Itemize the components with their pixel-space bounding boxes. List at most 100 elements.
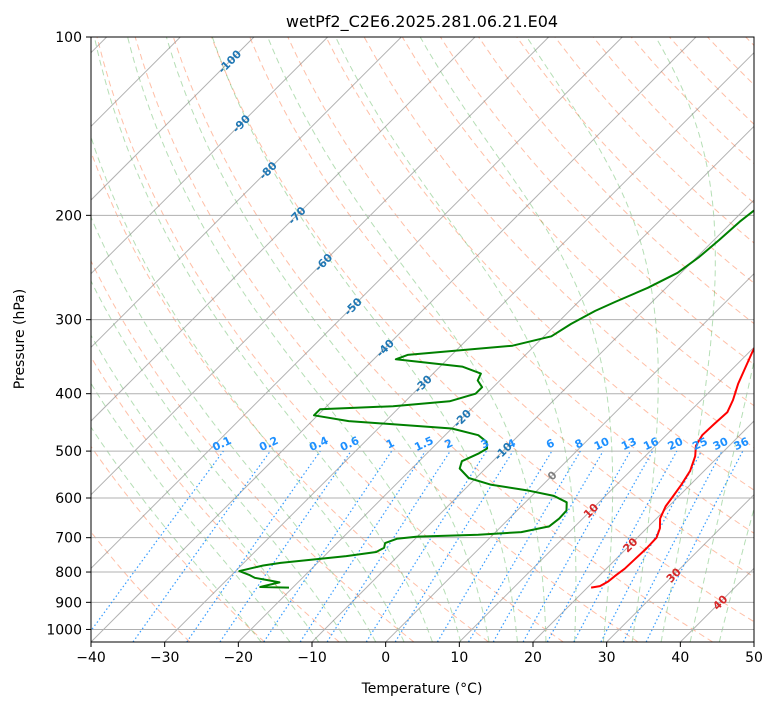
isotherm-line [311,199,754,642]
isotherm-line [458,346,754,642]
mixing-ratio-label: 36 [732,435,752,453]
mixing-ratio-label: 3 [479,436,491,451]
mixing-ratio-line [186,450,321,642]
isotherm-line [237,125,754,642]
background-lines [91,37,754,642]
dry-adiabat [592,37,754,204]
mixing-ratio-line [645,450,744,642]
moist-adiabat [211,37,518,642]
dry-adiabat [134,37,639,642]
isotherm-line [532,420,754,642]
profile-series [238,209,754,589]
dry-adiabat [91,356,340,642]
dry-adiabat [172,37,713,642]
isotherm-label: -100 [216,47,245,76]
dry-adiabat [96,37,564,642]
dry-adiabat [516,37,754,284]
dry-adiabat [325,37,754,491]
moist-adiabat [526,37,659,642]
isotherm-line [91,37,697,642]
isotherm-line [91,37,329,275]
dry-adiabat [287,37,754,534]
mixing-ratio-line [394,450,514,642]
isotherm-line [91,37,402,349]
mixing-ratio-line [522,450,632,642]
x-tick-label: 50 [745,650,763,666]
moist-adiabat [718,506,754,642]
isotherm-label: -50 [342,295,365,318]
mixing-ratio-line [219,450,352,642]
moist-adiabat [419,37,614,642]
dry-adiabat [249,37,754,578]
moist-adiabat [91,334,320,642]
dry-adiabat [554,37,754,244]
moist-adiabat [267,37,547,642]
moist-adiabat [127,37,462,642]
dry-adiabat [669,37,754,125]
dry-adiabat [91,259,415,642]
isotherm-label: -70 [285,204,308,227]
isotherm-line [91,37,476,422]
x-tick-label: 0 [381,650,390,666]
dry-adiabat [91,531,191,642]
moist-adiabat [91,426,262,642]
y-tick-label: 600 [55,491,82,507]
mixing-ratio-label: 10 [592,435,612,453]
moist-adiabat [93,37,433,642]
x-tick-label: −20 [224,650,254,666]
dry-adiabat [91,150,489,642]
moist-adiabat [91,382,291,642]
x-tick-label: −40 [76,650,106,666]
mixing-ratio-label: 25 [690,435,709,453]
mixing-ratio-line [436,450,553,642]
mixing-ratio-label: 30 [711,435,731,453]
x-tick-label: −10 [297,650,327,666]
dry-adiabat [91,445,265,642]
isotherm-line [91,37,550,496]
mixing-ratio-label: 13 [619,435,638,453]
temperature-line [590,346,754,589]
x-tick-label: 30 [598,650,616,666]
x-axis-label: Temperature (°C) [361,681,483,697]
mixing-ratio-line [91,450,224,632]
y-tick-label: 100 [55,30,82,46]
mixing-ratio-line [299,450,426,642]
x-tick-label: 20 [524,650,542,666]
mixing-ratio-label: 20 [666,435,686,453]
isotherm-line [91,37,255,201]
mixing-ratio-line [263,450,393,642]
y-tick-label: 900 [55,595,82,611]
mixing-ratio-line [546,450,654,642]
dewpoint-line [238,209,754,589]
y-tick-label: 700 [55,531,82,547]
x-tick-label: 40 [671,650,689,666]
y-tick-label: 1000 [46,622,82,638]
x-tick-label: 10 [450,650,468,666]
y-tick-label: 300 [55,313,82,329]
dry-adiabat [363,37,754,449]
dry-adiabat [745,37,754,47]
moist-adiabat [655,37,716,642]
axes: −40 −30 −20 −10 0 10 20 30 40 50 100 200 300 400 500 60… [46,30,763,666]
mixing-ratio-line [600,450,703,642]
dry-adiabat [630,37,754,165]
mixing-ratio-label: 2 [443,436,455,451]
y-axis-label: Pressure (hPa) [12,289,28,389]
x-tick-label: −30 [150,650,180,666]
chart-title: wetPf2_C2E6.2025.281.06.21.E04 [286,12,558,32]
plot-frame [90,36,755,643]
moist-adiabat [91,215,377,642]
y-tick-label: 800 [55,565,82,581]
isotherm-line [679,567,754,642]
y-tick-label: 400 [55,387,82,403]
moist-adiabat [91,135,405,642]
isotherm-line [606,493,754,642]
moist-adiabat [165,37,490,642]
moist-adiabat [689,358,754,642]
mixing-ratio-label: 16 [641,435,661,453]
moist-adiabat [335,37,577,642]
mixing-ratio-line [326,450,451,642]
isotherm-line [91,37,623,570]
y-tick-label: 500 [55,444,82,460]
